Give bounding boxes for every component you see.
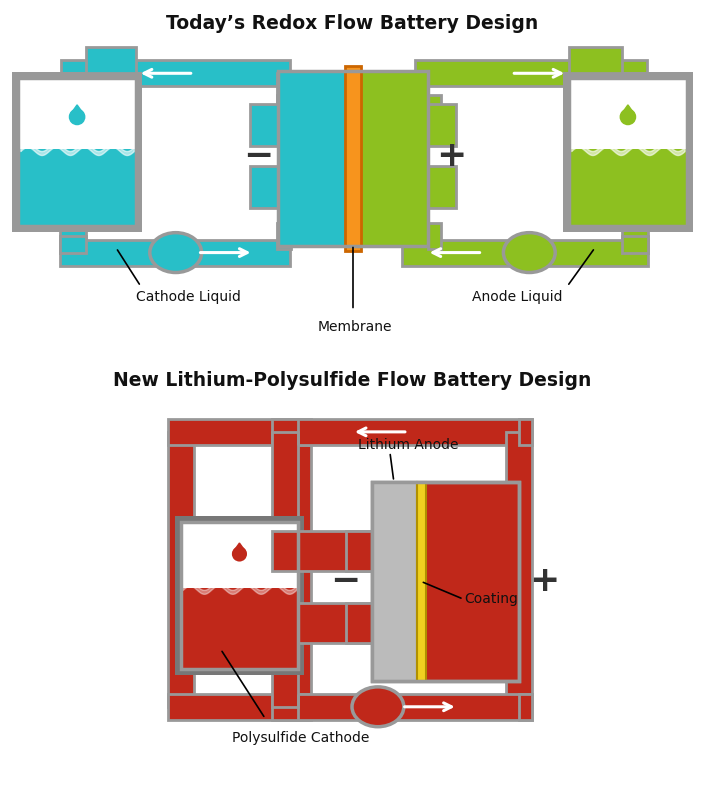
Bar	[569, 78, 687, 226]
Text: −: −	[243, 139, 274, 173]
Bar	[180, 522, 298, 669]
Bar	[272, 603, 372, 643]
Bar	[622, 236, 648, 253]
Bar	[277, 74, 303, 121]
Polygon shape	[70, 105, 84, 114]
Text: Membrane: Membrane	[318, 320, 392, 334]
Bar	[569, 149, 687, 226]
Bar	[86, 47, 136, 74]
Bar	[349, 71, 428, 246]
Bar	[18, 78, 136, 226]
Bar	[428, 222, 441, 249]
Text: +: +	[529, 564, 560, 598]
Bar	[278, 71, 357, 246]
Bar	[372, 482, 520, 681]
Bar	[250, 166, 278, 208]
Bar	[345, 66, 361, 250]
Bar	[286, 432, 311, 706]
Bar	[569, 129, 622, 155]
Bar	[520, 419, 532, 445]
Bar	[168, 694, 311, 720]
Ellipse shape	[149, 233, 202, 273]
Bar	[60, 236, 86, 253]
Bar	[569, 47, 622, 74]
Circle shape	[69, 109, 85, 126]
Bar	[415, 60, 646, 86]
Bar	[250, 104, 278, 146]
Bar	[18, 149, 136, 226]
Bar	[520, 694, 532, 720]
Circle shape	[620, 109, 636, 126]
Bar	[272, 531, 372, 571]
Text: Cathode Liquid: Cathode Liquid	[136, 290, 241, 305]
Polygon shape	[621, 105, 635, 114]
Bar	[346, 603, 372, 643]
Bar	[402, 74, 428, 121]
Bar	[402, 240, 648, 266]
Bar	[417, 482, 426, 681]
Text: Coating: Coating	[465, 592, 518, 606]
Bar	[506, 432, 532, 706]
Bar	[180, 588, 298, 669]
Bar	[60, 74, 86, 253]
Bar	[272, 432, 298, 706]
Bar	[278, 71, 428, 246]
Polygon shape	[233, 543, 246, 552]
Ellipse shape	[352, 687, 404, 726]
Bar	[277, 222, 291, 249]
Text: −: −	[330, 564, 360, 598]
Bar	[168, 432, 194, 706]
Bar	[428, 104, 455, 146]
Bar	[13, 72, 142, 232]
Bar	[168, 419, 311, 445]
Bar	[428, 166, 455, 208]
Ellipse shape	[503, 233, 556, 273]
Bar	[563, 72, 692, 232]
Bar	[277, 95, 291, 121]
Bar	[372, 482, 520, 681]
Bar	[622, 74, 648, 253]
Bar	[18, 78, 136, 226]
Bar	[272, 419, 532, 445]
Circle shape	[232, 546, 247, 562]
Bar	[372, 482, 417, 681]
Text: Today’s Redox Flow Battery Design: Today’s Redox Flow Battery Design	[166, 14, 538, 33]
Bar	[569, 78, 687, 226]
Text: Polysulfide Cathode: Polysulfide Cathode	[231, 730, 369, 745]
Text: Lithium Anode: Lithium Anode	[357, 438, 458, 452]
Bar	[61, 60, 290, 86]
Bar	[60, 240, 290, 266]
Bar	[272, 694, 532, 720]
Bar	[175, 515, 304, 675]
Bar	[86, 129, 136, 155]
Bar	[346, 531, 372, 571]
Bar	[428, 95, 441, 121]
Text: +: +	[436, 139, 467, 173]
Bar	[180, 522, 298, 669]
Text: New Lithium-Polysulfide Flow Battery Design: New Lithium-Polysulfide Flow Battery Des…	[113, 370, 591, 390]
Text: Anode Liquid: Anode Liquid	[472, 290, 563, 305]
